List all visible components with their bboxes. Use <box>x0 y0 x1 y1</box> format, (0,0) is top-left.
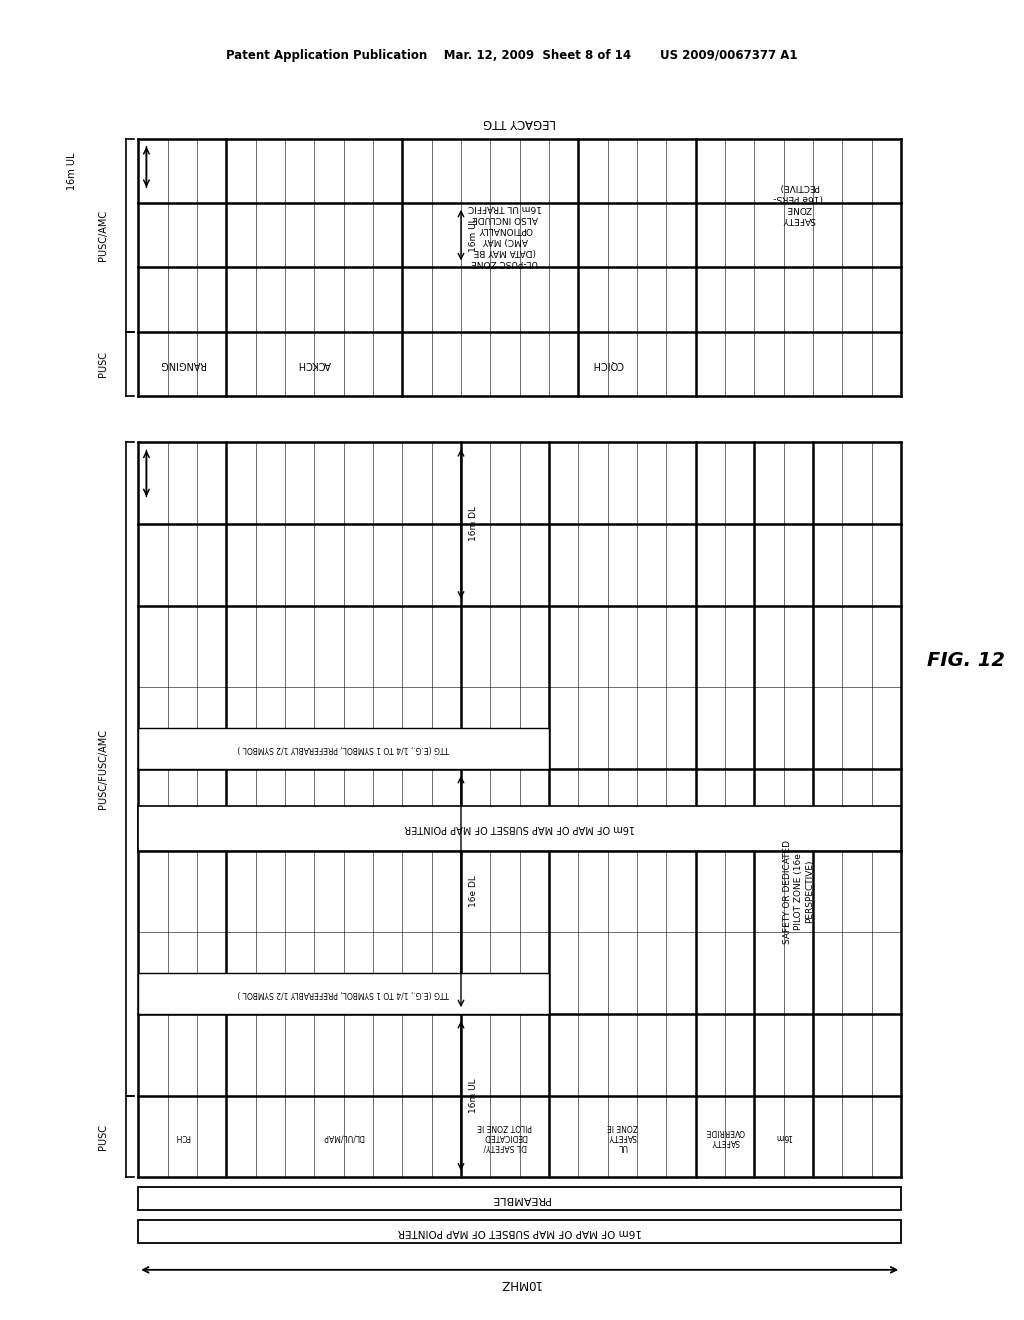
Bar <box>138 1220 901 1243</box>
Text: SAFETY OR DEDICATED
PILOT ZONE (16e
PERSPECTIVE): SAFETY OR DEDICATED PILOT ZONE (16e PERS… <box>782 840 814 944</box>
Text: UL
SAFETY
ZONE IE: UL SAFETY ZONE IE <box>607 1122 638 1151</box>
Text: FCH: FCH <box>174 1133 189 1140</box>
Text: 16e DL: 16e DL <box>469 875 478 907</box>
Bar <box>138 973 549 1014</box>
Text: PUSC/AMC: PUSC/AMC <box>98 210 109 260</box>
Text: TTG (E.G., 1/4 TO 1 SYMBOL, PREFERABLY 1/2 SYMBOL ): TTG (E.G., 1/4 TO 1 SYMBOL, PREFERABLY 1… <box>238 989 450 998</box>
Text: LEGACY TTG: LEGACY TTG <box>483 116 556 129</box>
Text: 16m UL: 16m UL <box>469 1078 478 1113</box>
Text: PUSC/FUSC/AMC: PUSC/FUSC/AMC <box>98 729 109 809</box>
Text: 16m OF MAP OF MAP SUBSET OF MAP POINTER: 16m OF MAP OF MAP SUBSET OF MAP POINTER <box>404 824 635 833</box>
Text: 16m UL: 16m UL <box>469 218 478 252</box>
Text: FIG. 12: FIG. 12 <box>927 651 1005 669</box>
Text: DL/UL/MAP: DL/UL/MAP <box>323 1133 365 1140</box>
Text: SAFETY
OVERRIDE: SAFETY OVERRIDE <box>706 1127 744 1146</box>
Bar <box>138 805 901 850</box>
Text: 10MHZ: 10MHZ <box>499 1276 541 1290</box>
Bar <box>138 139 901 396</box>
Text: SAFETY
ZONE
(16e PERS-
PECTIVE): SAFETY ZONE (16e PERS- PECTIVE) <box>773 182 823 224</box>
Text: PUSC: PUSC <box>98 1123 109 1150</box>
Text: PREAMBLE: PREAMBLE <box>489 1193 550 1204</box>
Text: 16m: 16m <box>775 1133 793 1140</box>
Text: Patent Application Publication    Mar. 12, 2009  Sheet 8 of 14       US 2009/006: Patent Application Publication Mar. 12, … <box>226 49 798 62</box>
Text: DL SAFETY/
DEDICATED
PILOT ZONE IE: DL SAFETY/ DEDICATED PILOT ZONE IE <box>477 1122 532 1151</box>
Text: CQICH: CQICH <box>592 359 624 368</box>
Text: PUSC: PUSC <box>98 351 109 376</box>
Text: ACKCH: ACKCH <box>298 359 331 368</box>
Text: TTG (E.G., 1/4 TO 1 SYMBOL, PREFERABLY 1/2 SYMBOL ): TTG (E.G., 1/4 TO 1 SYMBOL, PREFERABLY 1… <box>238 744 450 752</box>
Text: 16m DL: 16m DL <box>469 507 478 541</box>
Bar <box>138 442 901 1177</box>
Text: 16m UL: 16m UL <box>67 152 77 190</box>
Text: UL-PUSC ZONE
(DATA MAY BE
AMC) MAY
OPTIONALLY
ALSO INCLUDE
16m UL TRAFFIC: UL-PUSC ZONE (DATA MAY BE AMC) MAY OPTIO… <box>468 203 542 268</box>
Bar <box>138 1187 901 1210</box>
Text: RANGING: RANGING <box>160 359 205 368</box>
Bar <box>138 729 549 770</box>
Text: 16m OF MAP OF MAP SUBSET OF MAP POINTER: 16m OF MAP OF MAP SUBSET OF MAP POINTER <box>397 1226 642 1237</box>
